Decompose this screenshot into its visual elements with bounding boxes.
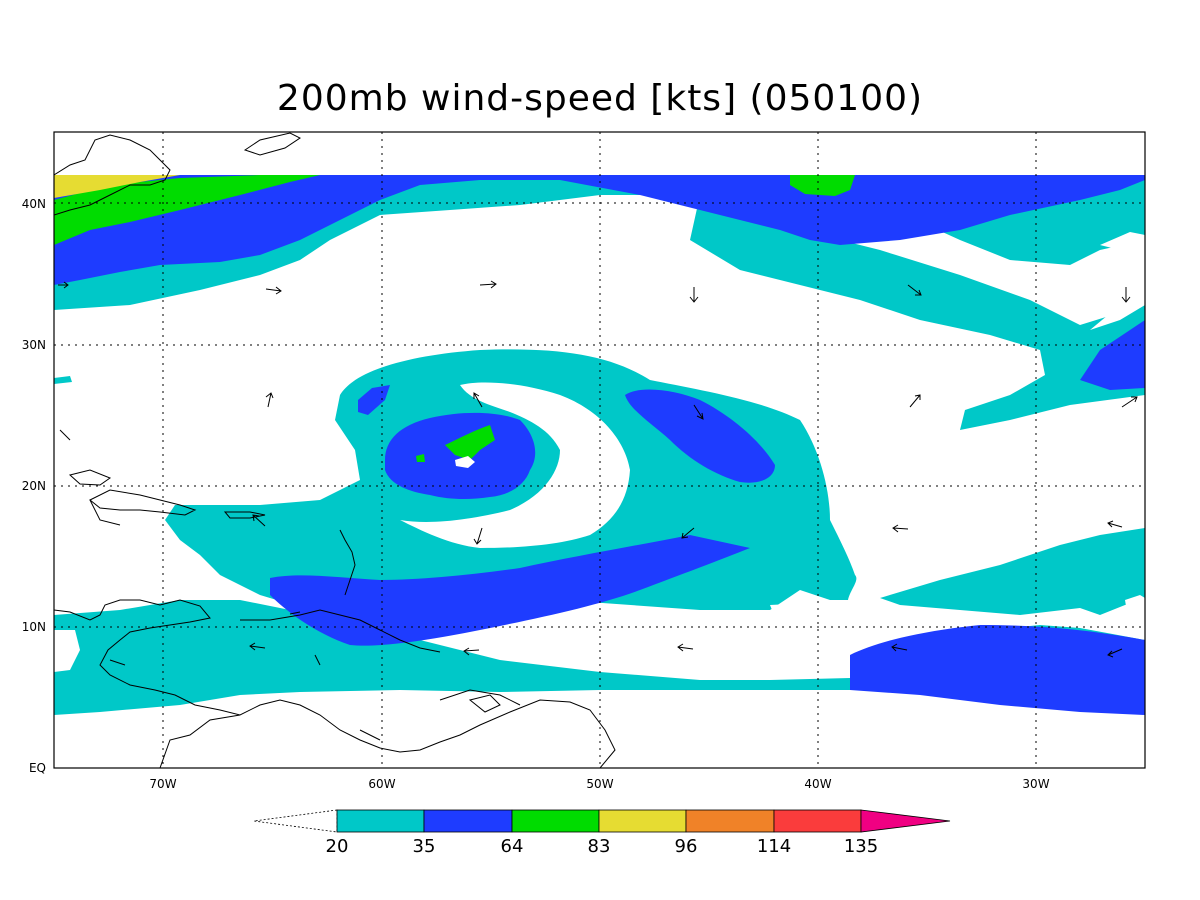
lat-label: 40N [22, 197, 46, 211]
colorbar-label: 96 [675, 836, 698, 857]
colorbar-box [423, 809, 513, 833]
contour-field [54, 132, 1145, 768]
colorbar-label: 20 [326, 836, 349, 857]
wind-arrow [473, 527, 483, 545]
wind-arrow [479, 280, 497, 289]
wind-arrow [677, 643, 694, 652]
wind-arrow [1107, 520, 1123, 528]
wind-arrow [252, 514, 266, 527]
map-title: 200mb wind-speed [kts] (050100) [276, 78, 924, 119]
lat-label: 10N [22, 620, 46, 634]
lat-label: 30N [22, 338, 46, 352]
colorbar-label: 135 [844, 836, 878, 857]
colorbar-box [685, 809, 775, 833]
wind-arrow [58, 281, 69, 289]
band-35-64-fill [54, 175, 1145, 715]
lon-label: 30W [1022, 777, 1049, 791]
lon-label: 40W [804, 777, 831, 791]
wind-arrow [265, 392, 274, 408]
colorbar-label: 64 [501, 836, 524, 857]
band-83-96-fill [54, 175, 180, 198]
band-64-83-fill [54, 175, 855, 462]
colorbar [253, 809, 951, 833]
colorbar-box [598, 809, 687, 833]
colorbar-box [773, 809, 862, 833]
wind-vectors [58, 280, 1138, 658]
wind-arrow [891, 643, 908, 652]
latitude-labels: 40N 30N 20N 10N EQ [22, 197, 46, 775]
coastlines [54, 132, 616, 768]
wind-arrow [681, 527, 695, 539]
wind-arrow [1121, 396, 1138, 408]
colorbar-box [336, 809, 425, 833]
colorbar-box [511, 809, 600, 833]
wind-arrow [907, 284, 922, 296]
lat-label: 20N [22, 479, 46, 493]
colorbar-label: 83 [588, 836, 611, 857]
colorbar-low-triangle [253, 809, 338, 833]
lon-label: 50W [586, 777, 613, 791]
calm-areas [54, 232, 1145, 672]
wind-arrow [463, 647, 480, 656]
colorbar-label: 114 [757, 836, 791, 857]
map-frame [53, 131, 1146, 769]
wind-arrow [693, 404, 704, 420]
colorbar-high-triangle [860, 809, 951, 833]
wind-arrow [265, 286, 282, 295]
colorbar-labels: 20 35 64 83 96 114 135 [326, 836, 879, 857]
wind-arrow [892, 524, 909, 533]
longitude-labels: 70W 60W 50W 40W 30W [149, 777, 1049, 791]
lon-label: 70W [149, 777, 176, 791]
wind-arrow [249, 642, 266, 651]
wind-arrow [1107, 648, 1123, 658]
wind-arrow [473, 392, 483, 408]
wind-arrow [909, 394, 921, 408]
colorbar-label: 35 [413, 836, 436, 857]
lon-label: 60W [368, 777, 395, 791]
wind-arrow [689, 287, 699, 303]
graticule [54, 132, 1145, 768]
lat-label: EQ [29, 761, 46, 775]
wind-arrow [1121, 287, 1131, 303]
